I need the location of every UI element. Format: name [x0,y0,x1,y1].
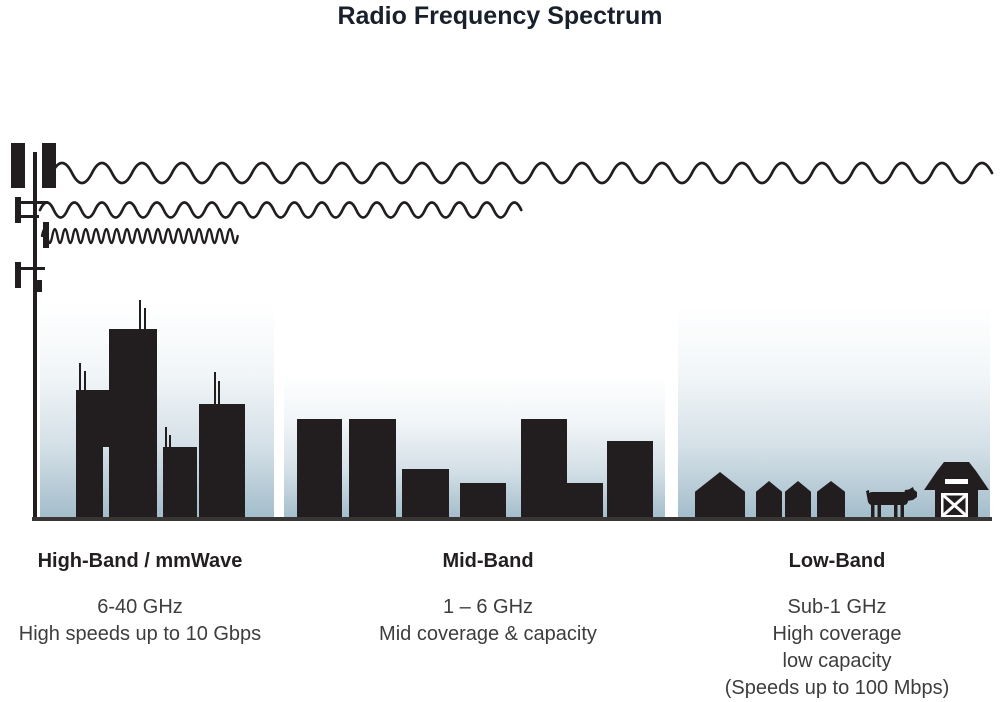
building-icon [109,329,157,520]
building-icon [163,447,197,520]
cow-icon [866,487,917,517]
tower-antenna-mid-left [15,197,21,223]
rooftop-antenna-icon [84,371,86,391]
tower-stub [37,280,42,292]
rooftop-antenna-icon [169,435,171,448]
building-icon [521,419,567,520]
building-icon [199,404,245,520]
band-detail: 1 – 6 GHz [442,596,534,618]
barn-icon [924,462,989,517]
building-icon [567,483,603,520]
rooftop-antenna-icon [165,427,167,448]
ground-line [32,517,992,521]
tower-crossbar-2 [15,215,39,218]
building-icon [460,483,506,520]
band-heading: Mid-Band [442,550,534,572]
building-icon [76,390,103,520]
mid-band-wave-icon [38,201,523,219]
band-heading: High-Band / mmWave [37,550,243,572]
band-heading: Low-Band [788,550,886,572]
tower-antenna-panel-left [11,143,25,188]
band-caption-mid: Mid-Band 1 – 6 GHz Mid coverage & capaci… [358,550,618,648]
band-detail: High speeds up to 10 Gbps [18,623,262,645]
band-detail: High coverage [772,623,902,645]
band-detail: Mid coverage & capacity [379,623,597,645]
tower-crossbar-1 [15,201,48,204]
band-detail: low capacity [782,650,892,672]
high-band-wave-icon [40,227,239,245]
rooftop-antenna-icon [144,308,146,330]
page-title: Radio Frequency Spectrum [337,2,663,30]
rooftop-antenna-icon [218,381,220,405]
band-caption-high: High-Band / mmWave 6-40 GHz High speeds … [10,550,270,648]
tower-pole [33,152,37,520]
tower-antenna-panel-right [42,143,56,188]
rooftop-antenna-icon [214,372,216,405]
low-band-wave-icon [50,161,994,185]
building-icon [297,419,342,520]
band-detail: (Speeds up to 100 Mbps) [724,677,950,699]
building-icon [349,419,396,520]
building-icon [402,469,449,520]
building-icon [607,441,653,520]
tower-crossbar-3 [15,267,45,270]
tower-antenna-low-left [15,262,21,288]
band-caption-low: Low-Band Sub-1 GHz High coverage low cap… [690,550,984,702]
rooftop-antenna-icon [139,300,141,330]
building-icon [101,390,111,447]
rooftop-antenna-icon [79,363,81,391]
band-detail: 6-40 GHz [97,596,183,618]
band-detail: Sub-1 GHz [787,596,887,618]
tower-antenna-small-right [43,222,49,248]
